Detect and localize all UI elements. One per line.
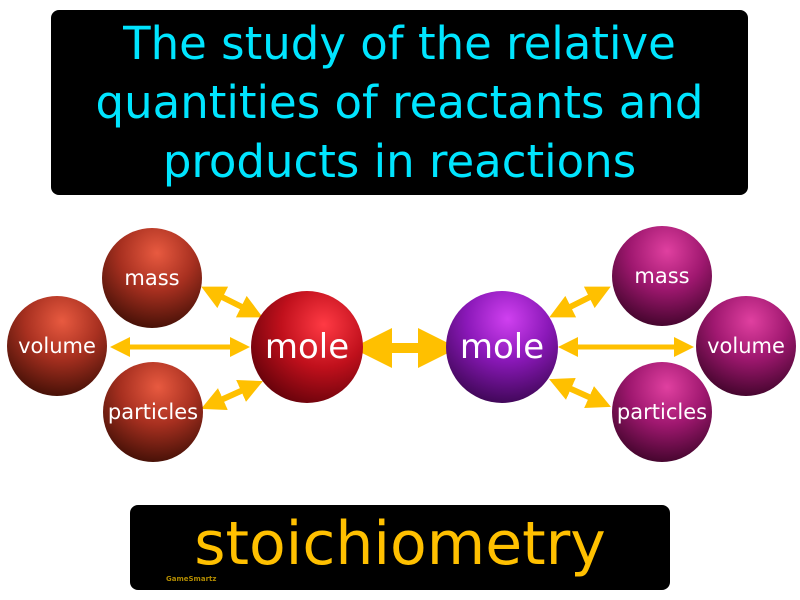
arrow-mole-particles-right <box>549 377 611 409</box>
arrow-particles-mole-left <box>201 379 263 411</box>
term-text: stoichiometry <box>194 509 606 579</box>
arrow-mole-mass-right <box>549 286 611 318</box>
sphere-mass-right: mass <box>612 226 712 326</box>
arrow-mass-mole-left <box>201 286 263 318</box>
sphere-mass-left: mass <box>102 228 202 328</box>
brand-logo: GameSmartz <box>166 575 217 583</box>
sphere-volume-right: volume <box>696 296 796 396</box>
definition-text: The study of the relative quantities of … <box>95 17 704 188</box>
sphere-mole-left: mole <box>251 291 363 403</box>
sphere-volume-left: volume <box>7 296 107 396</box>
sphere-particles-right: particles <box>612 362 712 462</box>
label-mole: mole <box>459 327 545 367</box>
label-particles: particles <box>107 400 199 424</box>
definition-box: The study of the relative quantities of … <box>51 10 748 195</box>
term-box: stoichiometry GameSmartz <box>130 505 670 590</box>
sphere-particles-left: particles <box>103 362 203 462</box>
sphere-mole-right: mole <box>446 291 558 403</box>
label-mole: mole <box>264 327 350 367</box>
label-mass: mass <box>124 266 180 290</box>
label-volume: volume <box>707 334 785 358</box>
label-volume: volume <box>18 334 96 358</box>
label-particles: particles <box>616 400 708 424</box>
label-mass: mass <box>634 264 690 288</box>
